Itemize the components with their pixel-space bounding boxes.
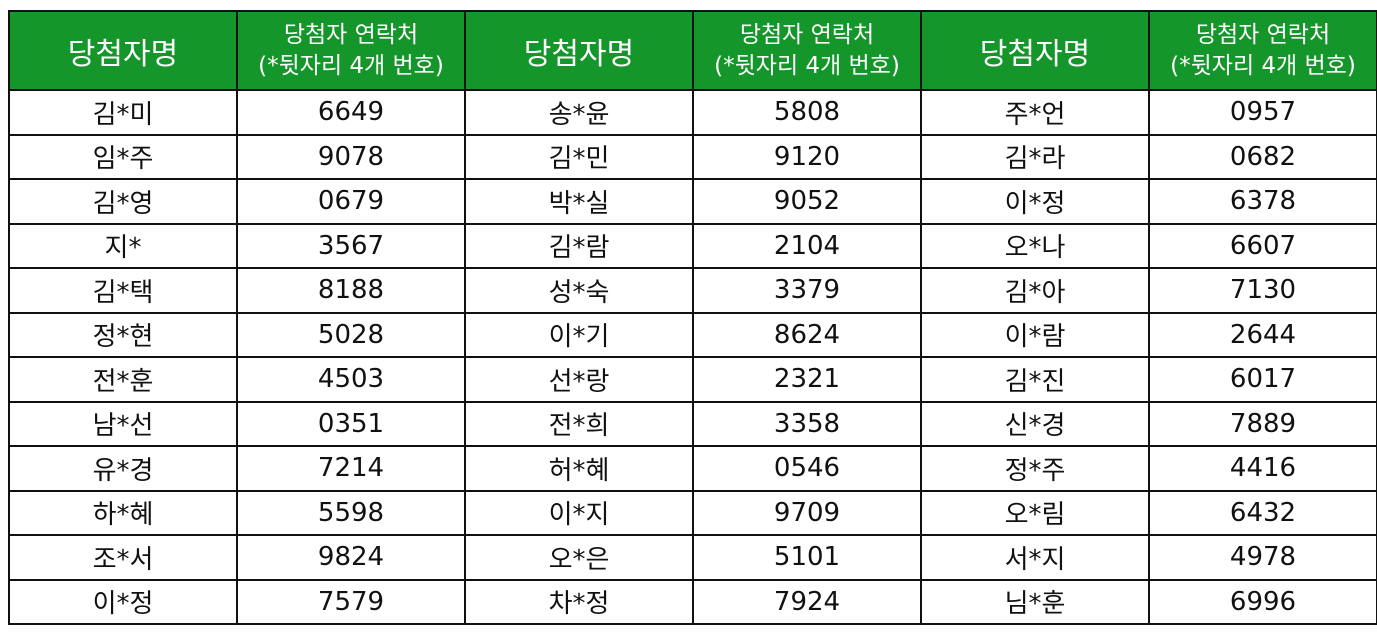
winner-name-cell: 김*아 <box>920 267 1150 314</box>
winner-name-cell: 주*언 <box>920 89 1150 136</box>
header-winner-contact: 당첨자 연락처 (*뒷자리 4개 번호) <box>1148 10 1377 91</box>
winner-phone-cell: 7924 <box>692 578 922 625</box>
winner-name-cell: 지* <box>8 222 238 269</box>
winner-phone-cell: 8188 <box>236 267 466 314</box>
header-winner-contact: 당첨자 연락처 (*뒷자리 4개 번호) <box>236 10 466 91</box>
winner-name-cell: 김*영 <box>8 178 238 225</box>
header-winner-contact: 당첨자 연락처 (*뒷자리 4개 번호) <box>692 10 922 91</box>
table-row: 조*서 9824 오*은 5101 서*지 4978 <box>8 534 1377 581</box>
table-row: 임*주 9078 김*민 9120 김*라 0682 <box>8 133 1377 180</box>
winner-phone-cell: 5598 <box>236 489 466 536</box>
winner-phone-cell: 7214 <box>236 445 466 492</box>
winner-phone-cell: 2321 <box>692 356 922 403</box>
winner-name-cell: 오*나 <box>920 222 1150 269</box>
winner-phone-cell: 7579 <box>236 578 466 625</box>
winner-name-cell: 김*미 <box>8 89 238 136</box>
winner-name-cell: 이*정 <box>920 178 1150 225</box>
header-winner-name: 당첨자명 <box>8 10 238 91</box>
table-row: 정*현 5028 이*기 8624 이*람 2644 <box>8 311 1377 358</box>
winner-name-cell: 조*서 <box>8 534 238 581</box>
winner-name-cell: 김*택 <box>8 267 238 314</box>
winner-name-cell: 허*혜 <box>464 445 694 492</box>
winner-phone-cell: 6017 <box>1148 356 1377 403</box>
header-contact-line2: (*뒷자리 4개 번호) <box>1170 52 1356 79</box>
winner-name-cell: 김*라 <box>920 133 1150 180</box>
winner-phone-cell: 6432 <box>1148 489 1377 536</box>
winner-phone-cell: 0679 <box>236 178 466 225</box>
winner-phone-cell: 0957 <box>1148 89 1377 136</box>
winner-phone-cell: 5808 <box>692 89 922 136</box>
winner-phone-cell: 5101 <box>692 534 922 581</box>
table-row: 김*미 6649 송*윤 5808 주*언 0957 <box>8 89 1377 136</box>
header-contact-line2: (*뒷자리 4개 번호) <box>714 52 900 79</box>
winner-name-cell: 오*은 <box>464 534 694 581</box>
winner-phone-cell: 6378 <box>1148 178 1377 225</box>
winner-phone-cell: 2104 <box>692 222 922 269</box>
header-contact-line1: 당첨자 연락처 <box>283 21 419 48</box>
winner-phone-cell: 9078 <box>236 133 466 180</box>
winner-name-cell: 유*경 <box>8 445 238 492</box>
winner-phone-cell: 8624 <box>692 311 922 358</box>
winner-name-cell: 김*진 <box>920 356 1150 403</box>
winner-phone-cell: 6607 <box>1148 222 1377 269</box>
winner-name-cell: 박*실 <box>464 178 694 225</box>
winner-name-cell: 이*람 <box>920 311 1150 358</box>
winner-name-cell: 성*숙 <box>464 267 694 314</box>
winner-name-cell: 전*희 <box>464 400 694 447</box>
winner-phone-cell: 0546 <box>692 445 922 492</box>
winner-phone-cell: 6996 <box>1148 578 1377 625</box>
winner-phone-cell: 6649 <box>236 89 466 136</box>
winner-name-cell: 이*정 <box>8 578 238 625</box>
winner-name-cell: 김*람 <box>464 222 694 269</box>
winners-table: 당첨자명 당첨자 연락처 (*뒷자리 4개 번호) 당첨자명 당첨자 연락처 (*뒷자리 … <box>8 10 1377 625</box>
winner-name-cell: 임*주 <box>8 133 238 180</box>
winner-name-cell: 차*정 <box>464 578 694 625</box>
winner-phone-cell: 7889 <box>1148 400 1377 447</box>
winner-phone-cell: 7130 <box>1148 267 1377 314</box>
header-contact-line2: (*뒷자리 4개 번호) <box>258 52 444 79</box>
winner-phone-cell: 4978 <box>1148 534 1377 581</box>
winner-phone-cell: 3567 <box>236 222 466 269</box>
header-winner-name: 당첨자명 <box>920 10 1150 91</box>
winner-phone-cell: 2644 <box>1148 311 1377 358</box>
table-row: 전*훈 4503 선*랑 2321 김*진 6017 <box>8 356 1377 403</box>
winner-phone-cell: 9709 <box>692 489 922 536</box>
winner-name-cell: 하*혜 <box>8 489 238 536</box>
winner-phone-cell: 4416 <box>1148 445 1377 492</box>
winner-name-cell: 이*기 <box>464 311 694 358</box>
table-row: 이*정 7579 차*정 7924 님*훈 6996 <box>8 578 1377 625</box>
winner-name-cell: 서*지 <box>920 534 1150 581</box>
winner-name-cell: 선*랑 <box>464 356 694 403</box>
table-row: 남*선 0351 전*희 3358 신*경 7889 <box>8 400 1377 447</box>
table-row: 유*경 7214 허*혜 0546 정*주 4416 <box>8 445 1377 492</box>
winner-phone-cell: 0351 <box>236 400 466 447</box>
header-contact-line1: 당첨자 연락처 <box>739 21 875 48</box>
table-row: 김*택 8188 성*숙 3379 김*아 7130 <box>8 267 1377 314</box>
winner-phone-cell: 9824 <box>236 534 466 581</box>
header-contact-line1: 당첨자 연락처 <box>1195 21 1331 48</box>
winner-phone-cell: 3379 <box>692 267 922 314</box>
winner-name-cell: 김*민 <box>464 133 694 180</box>
winner-name-cell: 신*경 <box>920 400 1150 447</box>
winner-phone-cell: 5028 <box>236 311 466 358</box>
header-row: 당첨자명 당첨자 연락처 (*뒷자리 4개 번호) 당첨자명 당첨자 연락처 (*뒷자리 … <box>8 10 1377 91</box>
winner-phone-cell: 4503 <box>236 356 466 403</box>
winner-phone-cell: 3358 <box>692 400 922 447</box>
winner-name-cell: 이*지 <box>464 489 694 536</box>
winner-name-cell: 송*윤 <box>464 89 694 136</box>
winner-name-cell: 남*선 <box>8 400 238 447</box>
winner-phone-cell: 0682 <box>1148 133 1377 180</box>
winner-name-cell: 님*훈 <box>920 578 1150 625</box>
winner-name-cell: 정*주 <box>920 445 1150 492</box>
winner-phone-cell: 9120 <box>692 133 922 180</box>
winner-phone-cell: 9052 <box>692 178 922 225</box>
table-row: 하*혜 5598 이*지 9709 오*림 6432 <box>8 489 1377 536</box>
winner-name-cell: 정*현 <box>8 311 238 358</box>
table-row: 지* 3567 김*람 2104 오*나 6607 <box>8 222 1377 269</box>
winner-name-cell: 전*훈 <box>8 356 238 403</box>
winner-name-cell: 오*림 <box>920 489 1150 536</box>
header-winner-name: 당첨자명 <box>464 10 694 91</box>
table-row: 김*영 0679 박*실 9052 이*정 6378 <box>8 178 1377 225</box>
